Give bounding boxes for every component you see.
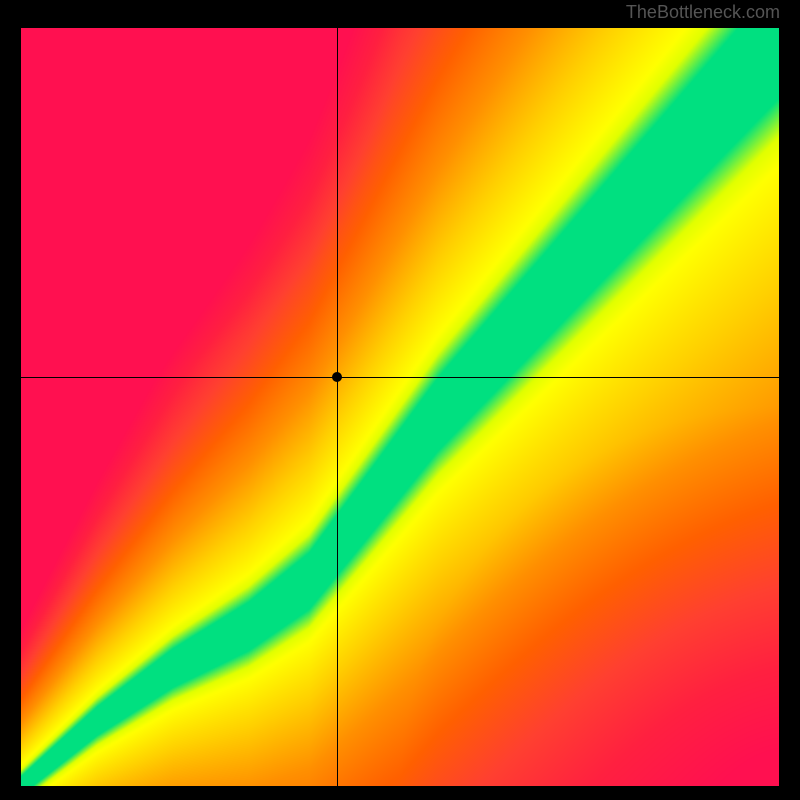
heatmap-canvas xyxy=(21,28,779,786)
heatmap-plot xyxy=(21,28,779,786)
root-container: TheBottleneck.com xyxy=(0,0,800,800)
crosshair-vertical xyxy=(337,28,338,786)
crosshair-horizontal xyxy=(21,377,779,378)
watermark-text: TheBottleneck.com xyxy=(626,2,780,23)
crosshair-marker xyxy=(332,372,342,382)
